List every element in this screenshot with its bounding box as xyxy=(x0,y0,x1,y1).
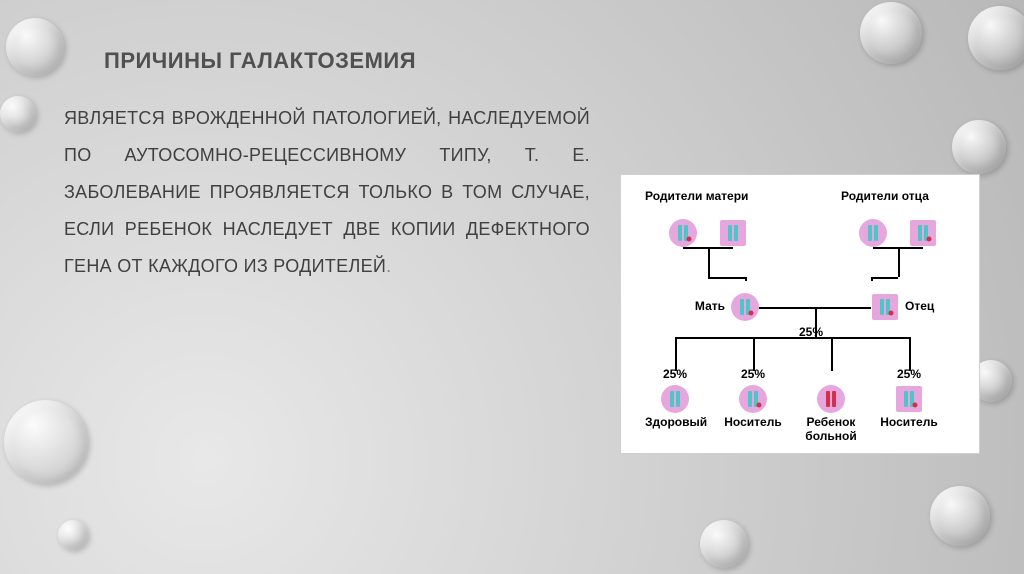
gene-node-gm2 xyxy=(719,219,747,247)
connector xyxy=(675,337,677,371)
gene-node-mom xyxy=(731,293,759,321)
connector xyxy=(708,277,745,279)
gene-node-c1 xyxy=(661,385,689,413)
percent-label: 25% xyxy=(663,367,687,381)
percent-label: 25% xyxy=(897,367,921,381)
node-label: Родители отца xyxy=(841,189,929,203)
node-label: Отец xyxy=(905,299,934,313)
slide: ПРИЧИНЫ ГАЛАКТОЗЕМИЯ ЯВЛЯЕТСЯ ВРОЖДЕННОЙ… xyxy=(0,0,1024,574)
gene-node-dad xyxy=(871,293,899,321)
node-label: Носитель xyxy=(879,415,939,429)
text-column: ПРИЧИНЫ ГАЛАКТОЗЕМИЯ ЯВЛЯЕТСЯ ВРОЖДЕННОЙ… xyxy=(64,48,590,540)
node-label: Носитель xyxy=(723,415,783,429)
connector xyxy=(871,277,898,279)
connector xyxy=(909,337,911,371)
pedigree-diagram: Родители матери Родители отца Мать Отец Здор… xyxy=(620,174,980,454)
node-label: Родители матери xyxy=(645,189,748,203)
connector xyxy=(871,277,873,281)
percent-label: 25% xyxy=(799,325,823,339)
gene-node-gf1 xyxy=(859,219,887,247)
node-label: Здоровый xyxy=(645,415,705,429)
node-label: Ребенокбольной xyxy=(801,415,861,443)
gene-node-gm1 xyxy=(669,219,697,247)
connector xyxy=(675,337,909,339)
gene-node-gf2 xyxy=(909,219,937,247)
connector xyxy=(753,337,755,371)
connector xyxy=(745,277,747,281)
gene-node-c2 xyxy=(739,385,767,413)
body-paragraph: ЯВЛЯЕТСЯ ВРОЖДЕННОЙ ПАТОЛОГИЕЙ, НАСЛЕДУЕ… xyxy=(64,100,590,284)
connector xyxy=(831,337,833,371)
gene-node-c3 xyxy=(817,385,845,413)
slide-title: ПРИЧИНЫ ГАЛАКТОЗЕМИЯ xyxy=(104,48,590,74)
connector xyxy=(898,247,900,277)
node-label: Мать xyxy=(695,299,725,313)
gene-node-c4 xyxy=(895,385,923,413)
connector xyxy=(708,247,710,277)
diagram-container: Родители матери Родители отца Мать Отец Здор… xyxy=(610,48,990,540)
percent-label: 25% xyxy=(741,367,765,381)
